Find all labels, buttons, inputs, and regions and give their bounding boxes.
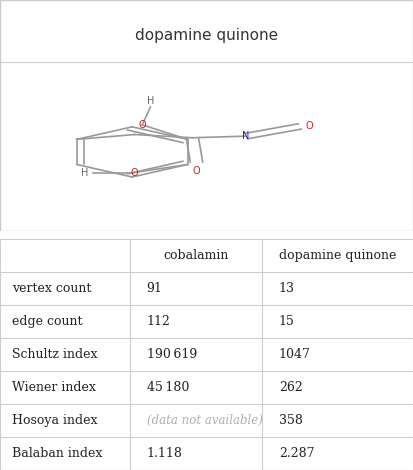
Text: 112: 112 — [147, 315, 171, 328]
Text: vertex count: vertex count — [12, 282, 92, 295]
Text: Schultz index: Schultz index — [12, 348, 98, 361]
Text: 1047: 1047 — [279, 348, 311, 361]
Text: O: O — [193, 166, 200, 176]
Text: Balaban index: Balaban index — [12, 447, 103, 460]
Text: 13: 13 — [279, 282, 295, 295]
Text: Wiener index: Wiener index — [12, 381, 96, 394]
Text: 15: 15 — [279, 315, 294, 328]
Text: 45 180: 45 180 — [147, 381, 189, 394]
Text: H: H — [81, 168, 89, 178]
Text: 358: 358 — [279, 414, 303, 427]
Text: 262: 262 — [279, 381, 303, 394]
Text: O: O — [305, 121, 313, 132]
Text: 2.287: 2.287 — [279, 447, 314, 460]
Text: cobalamin: cobalamin — [164, 249, 229, 262]
Text: (data not available): (data not available) — [147, 414, 263, 427]
Text: O: O — [130, 168, 138, 178]
Text: 1.118: 1.118 — [147, 447, 183, 460]
Text: 91: 91 — [147, 282, 162, 295]
Text: 190 619: 190 619 — [147, 348, 197, 361]
Text: edge count: edge count — [12, 315, 83, 328]
Text: dopamine quinone: dopamine quinone — [135, 28, 278, 43]
Text: N: N — [242, 131, 250, 141]
Text: H: H — [147, 96, 154, 106]
Text: O: O — [138, 120, 146, 130]
Text: Hosoya index: Hosoya index — [12, 414, 98, 427]
Text: dopamine quinone: dopamine quinone — [279, 249, 396, 262]
